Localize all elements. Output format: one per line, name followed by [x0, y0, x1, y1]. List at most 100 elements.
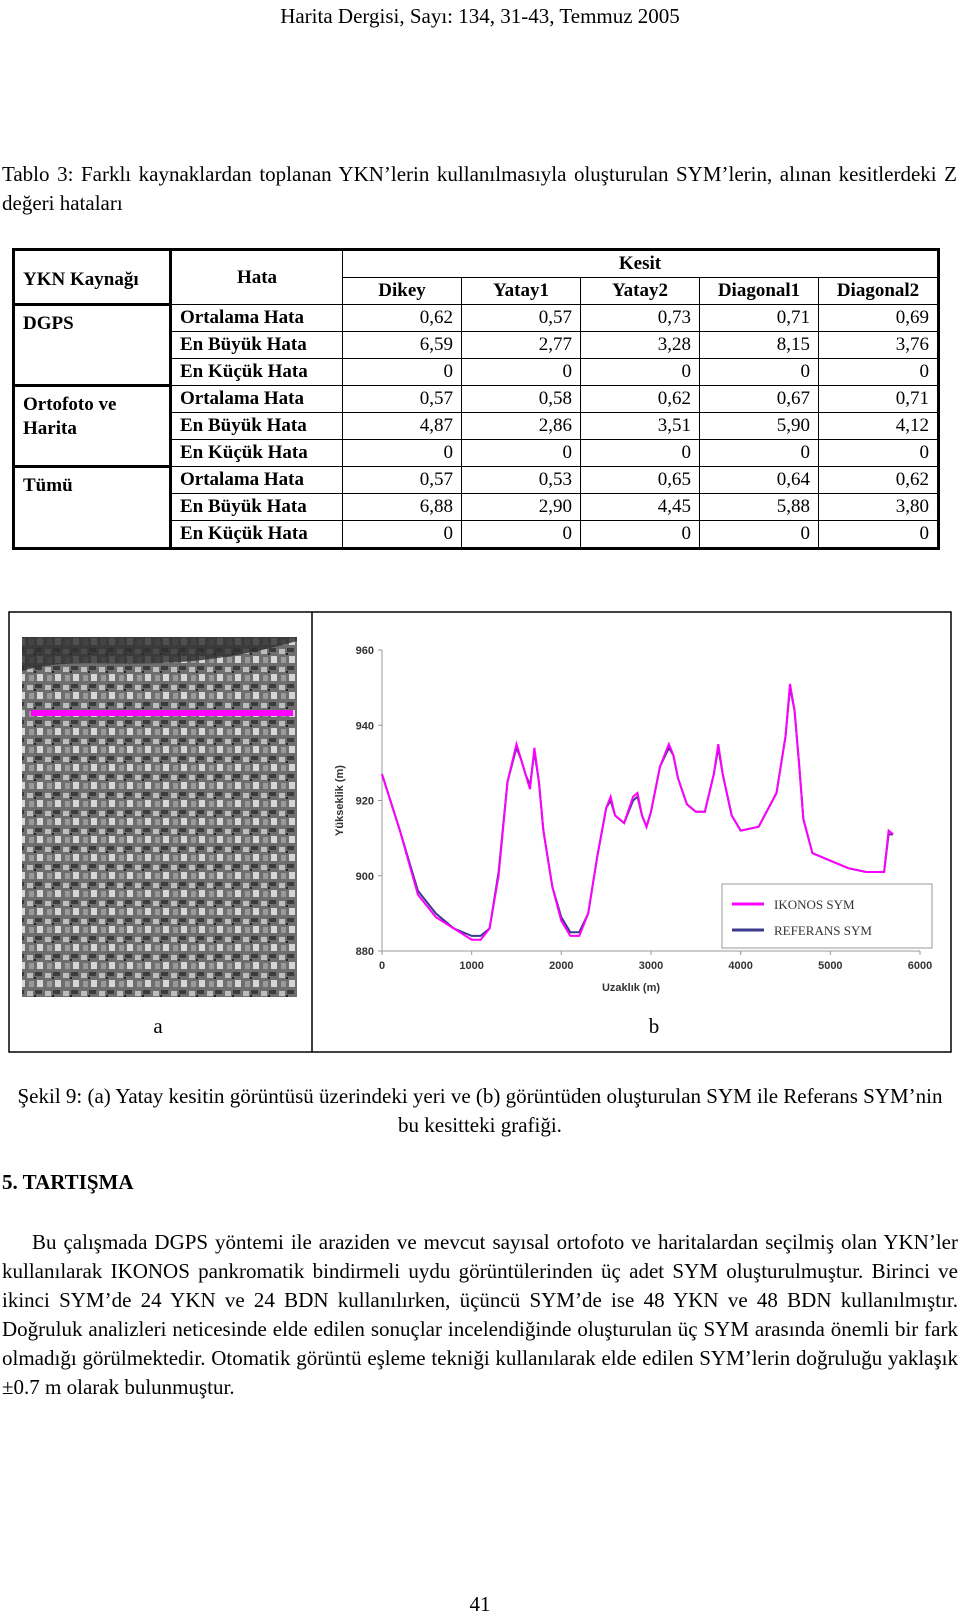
value-cell: 8,15	[699, 331, 819, 359]
panel-label: a	[153, 1014, 163, 1038]
header-cell: Yatay1	[461, 277, 581, 305]
value-cell: 0,67	[699, 385, 819, 413]
value-cell: 0,62	[580, 385, 700, 413]
table-row: En Küçük Hata 0 0 0 0 0	[14, 358, 939, 386]
table-row: Dikey Yatay1 Yatay2 Diagonal1 Diagonal2	[14, 277, 939, 305]
error-cell: En Küçük Hata	[170, 358, 343, 386]
value-cell: 0,62	[818, 466, 939, 494]
x-tick-label: 6000	[908, 960, 932, 972]
series-line	[381, 683, 894, 941]
x-tick-label: 1000	[459, 960, 483, 972]
header-cell: Kesit	[342, 249, 939, 278]
table-row: YKN Kaynağı Hata Kesit	[13, 249, 939, 305]
x-tick-label: 0	[379, 960, 385, 972]
source-cell: DGPS	[13, 303, 172, 386]
value-cell: 0	[699, 439, 819, 467]
header-cell: YKN Kaynağı	[13, 249, 172, 305]
error-cell: Ortalama Hata	[170, 385, 343, 413]
image-dark-area	[22, 637, 297, 671]
value-cell: 0,71	[818, 385, 939, 413]
value-cell: 0,53	[461, 466, 581, 494]
y-tick-label: 940	[356, 720, 374, 732]
x-tick-label: 5000	[818, 960, 842, 972]
section-heading: 5. TARTIŞMA	[2, 1170, 134, 1194]
x-axis-label: Uzaklık (m)	[602, 982, 660, 994]
source-cell: Tümü	[13, 465, 172, 549]
value-cell: 0,69	[818, 304, 939, 332]
error-cell: En Büyük Hata	[170, 331, 343, 359]
figure-caption: Şekil 9: (a) Yatay kesitin görüntüsü üze…	[17, 1084, 943, 1137]
value-cell: 0	[699, 358, 819, 386]
profile-chart: 880 900 920 940 960 0 1000 2000 3000 4000 5000 6000…	[334, 645, 933, 994]
y-tick-label: 900	[356, 871, 374, 883]
header-cell: Dikey	[342, 277, 462, 305]
header-cell: Yatay2	[580, 277, 700, 305]
error-cell: En Büyük Hata	[170, 493, 343, 521]
value-cell: 0,57	[342, 466, 462, 494]
value-cell: 0,65	[580, 466, 700, 494]
value-cell: 0	[818, 520, 939, 549]
value-cell: 6,59	[342, 331, 462, 359]
table-row: En Küçük Hata 0 0 0 0 0	[14, 520, 939, 549]
table-row: En Büyük Hata 6,59 2,77 3,28 8,15 3,76	[14, 331, 939, 359]
table-caption: Tablo 3: Farklı kaynaklardan toplanan YK…	[2, 162, 957, 215]
value-cell: 0,64	[699, 466, 819, 494]
header-cell: Diagonal1	[699, 277, 819, 305]
value-cell: 0	[342, 439, 462, 467]
y-tick-label: 880	[356, 946, 374, 958]
value-cell: 4,87	[342, 412, 462, 440]
error-cell: Ortalama Hata	[170, 304, 343, 332]
x-tick-label: 4000	[728, 960, 752, 972]
value-cell: 0	[461, 439, 581, 467]
table-row: DGPS Ortalama Hata 0,62 0,57 0,73 0,71 0,69	[13, 303, 939, 386]
value-cell: 4,12	[818, 412, 939, 440]
y-tick-label: 960	[356, 645, 374, 657]
error-table: YKN Kaynağı Hata Kesit Dikey Yatay1 Yatay2 Dia…	[12, 248, 940, 550]
value-cell: 0,71	[699, 304, 819, 332]
value-cell: 5,88	[699, 493, 819, 521]
value-cell: 0,62	[342, 304, 462, 332]
table-row: En Büyük Hata 4,87 2,86 3,51 5,90 4,12	[14, 412, 939, 440]
value-cell: 3,51	[580, 412, 700, 440]
table-row: Ortofoto ve Harita Ortalama Hata 0,57 0,58 0…	[13, 384, 939, 467]
error-cell: Ortalama Hata	[170, 466, 343, 494]
x-tick-label: 3000	[639, 960, 663, 972]
value-cell: 3,28	[580, 331, 700, 359]
figure: 880 900 920 940 960 0 1000 2000 3000 4000 5000 6000…	[8, 611, 952, 1053]
value-cell: 0	[818, 439, 939, 467]
running-header: Harita Dergisi, Sayı: 134, 31-43, Temmuz…	[280, 4, 680, 28]
value-cell: 0	[580, 439, 700, 467]
table-row: En Küçük Hata 0 0 0 0 0	[14, 439, 939, 467]
value-cell: 0	[818, 358, 939, 386]
value-cell: 0,57	[461, 304, 581, 332]
value-cell: 0	[342, 358, 462, 386]
value-cell: 2,86	[461, 412, 581, 440]
value-cell: 2,90	[461, 493, 581, 521]
panel-label: b	[649, 1014, 660, 1038]
value-cell: 0,73	[580, 304, 700, 332]
value-cell: 0	[580, 358, 700, 386]
satellite-image	[22, 637, 297, 997]
value-cell: 0	[461, 358, 581, 386]
y-tick-label: 920	[356, 796, 374, 808]
error-cell: En Büyük Hata	[170, 412, 343, 440]
value-cell: 5,90	[699, 412, 819, 440]
value-cell: 0	[580, 520, 700, 549]
paragraph: Bu çalışmada DGPS yöntemi ile araziden v…	[2, 1230, 958, 1399]
source-cell: Ortofoto ve Harita	[13, 384, 172, 467]
value-cell: 0	[342, 520, 462, 549]
y-axis-label: Yükseklik (m)	[334, 765, 346, 836]
legend-label: IKONOS SYM	[774, 897, 855, 912]
page-number: 41	[469, 1592, 491, 1616]
value-cell: 3,76	[818, 331, 939, 359]
value-cell: 3,80	[818, 493, 939, 521]
header-cell: Diagonal2	[818, 277, 939, 305]
legend-box	[721, 883, 933, 949]
table-row: Tümü Ortalama Hata 0,57 0,53 0,65 0,64 0,62	[13, 465, 939, 549]
value-cell: 6,88	[342, 493, 462, 521]
value-cell: 0	[699, 520, 819, 549]
error-cell: En Küçük Hata	[170, 439, 343, 467]
value-cell: 0,58	[461, 385, 581, 413]
value-cell: 0,57	[342, 385, 462, 413]
